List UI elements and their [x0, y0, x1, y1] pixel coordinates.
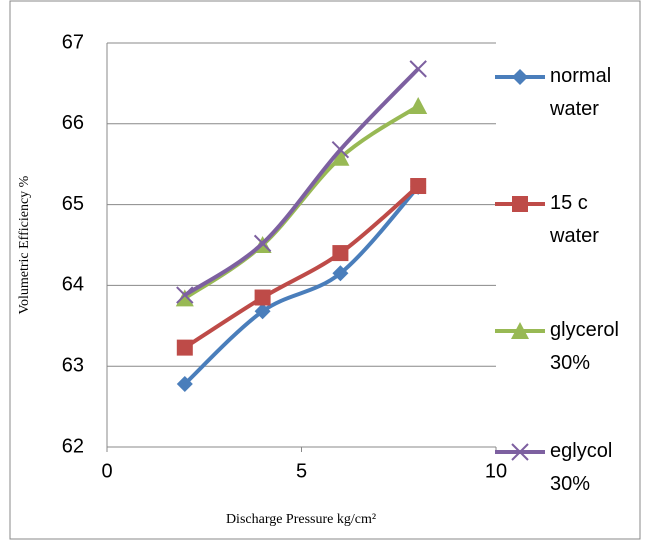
marker [176, 339, 193, 356]
y-tick-label: 66 [62, 112, 84, 134]
marker [409, 60, 427, 78]
marker [512, 196, 528, 212]
y-tick-label: 65 [62, 193, 84, 215]
marker [511, 322, 529, 339]
series-line [183, 184, 420, 350]
marker [331, 148, 350, 166]
marker [254, 289, 271, 306]
x-tick-label: 5 [296, 460, 307, 482]
marker [176, 375, 193, 392]
marker [254, 303, 271, 320]
y-tick-label: 67 [62, 31, 84, 53]
marker [175, 289, 194, 307]
legend-label: 15 c water [550, 192, 599, 247]
legend-label: eglycol 30% [550, 440, 613, 495]
marker [253, 234, 272, 253]
y-axis-title: Volumetric Efficiency % [17, 175, 32, 314]
series-line [183, 185, 420, 386]
marker [332, 265, 349, 282]
marker [512, 69, 528, 85]
frame [9, 0, 641, 540]
legend-label: glycerol 30% [550, 319, 619, 374]
marker [409, 97, 428, 115]
x-tick-label: 0 [101, 460, 112, 482]
marker [332, 245, 349, 262]
marker [331, 140, 350, 159]
marker [410, 178, 427, 195]
x-axis-title: Discharge Pressure kg/cm² [226, 512, 376, 527]
y-tick-label: 63 [62, 354, 84, 376]
y-tick-label: 62 [62, 435, 84, 457]
y-tick-label: 64 [62, 274, 84, 296]
marker [176, 286, 194, 304]
x-tick-label: 10 [485, 460, 507, 482]
marker [511, 443, 529, 461]
series-line [183, 67, 420, 297]
legend-label: normal water [550, 65, 612, 120]
